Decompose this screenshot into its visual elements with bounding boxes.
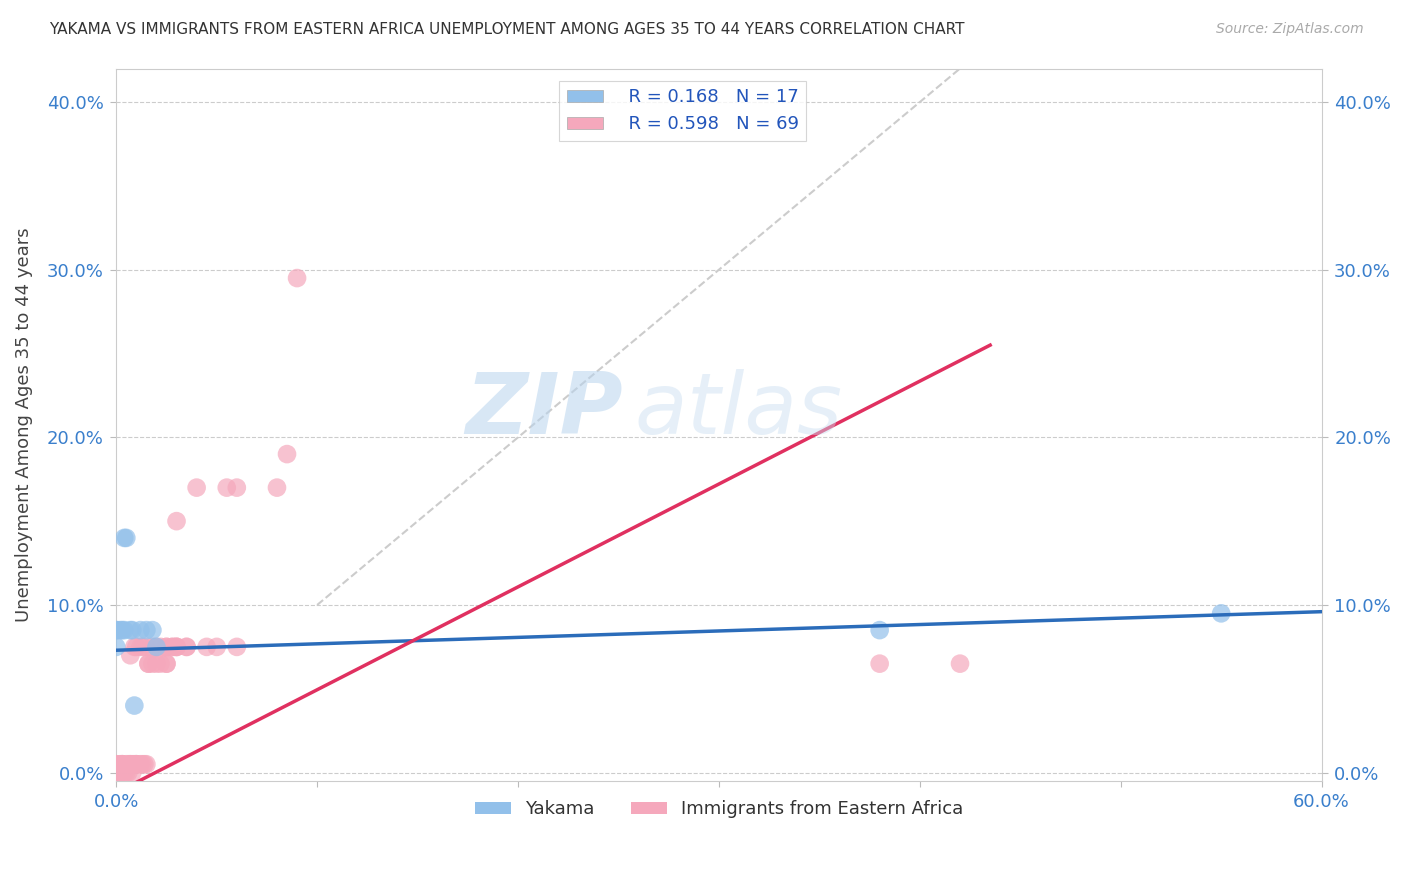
Point: [110, 765, 132, 780]
Point: [141, 640, 163, 654]
Text: ZIP: ZIP: [465, 369, 623, 452]
Point: [176, 640, 198, 654]
Point: [155, 640, 177, 654]
Point: [176, 640, 198, 654]
Point: [205, 640, 228, 654]
Point: [949, 657, 972, 671]
Point: [121, 765, 143, 780]
Point: [124, 640, 146, 654]
Point: [125, 757, 148, 772]
Point: [112, 623, 135, 637]
Point: [131, 640, 153, 654]
Point: [162, 640, 184, 654]
Point: [276, 447, 298, 461]
Point: [120, 623, 142, 637]
Point: [107, 765, 129, 780]
Point: [138, 657, 160, 671]
Point: [115, 765, 138, 780]
Point: [285, 271, 308, 285]
Point: [120, 757, 142, 772]
Point: [117, 757, 139, 772]
Point: [105, 765, 128, 780]
Point: [110, 757, 132, 772]
Point: [105, 765, 128, 780]
Point: [115, 757, 138, 772]
Point: [124, 757, 146, 772]
Point: [215, 481, 238, 495]
Point: [135, 757, 157, 772]
Point: [110, 623, 132, 637]
Point: [225, 481, 247, 495]
Point: [141, 623, 163, 637]
Point: [120, 757, 142, 772]
Point: [121, 757, 143, 772]
Point: [117, 765, 139, 780]
Point: [186, 481, 208, 495]
Point: [105, 623, 128, 637]
Point: [120, 648, 142, 663]
Point: [124, 698, 146, 713]
Point: [135, 623, 157, 637]
Point: [138, 657, 160, 671]
Point: [125, 757, 148, 772]
Point: [225, 640, 247, 654]
Point: [149, 640, 172, 654]
Point: [125, 757, 148, 772]
Point: [195, 640, 218, 654]
Point: [166, 640, 188, 654]
Point: [145, 640, 167, 654]
Point: [141, 657, 163, 671]
Point: [869, 623, 891, 637]
Point: [131, 757, 153, 772]
Point: [112, 531, 135, 545]
Point: [107, 765, 129, 780]
Point: [111, 623, 134, 637]
Point: [145, 657, 167, 671]
Point: [105, 757, 128, 772]
Point: [105, 623, 128, 637]
Point: [111, 757, 134, 772]
Point: [105, 765, 128, 780]
Point: [105, 765, 128, 780]
Text: YAKAMA VS IMMIGRANTS FROM EASTERN AFRICA UNEMPLOYMENT AMONG AGES 35 TO 44 YEARS : YAKAMA VS IMMIGRANTS FROM EASTERN AFRICA…: [49, 22, 965, 37]
Point: [166, 514, 188, 528]
Point: [869, 657, 891, 671]
Point: [1211, 607, 1233, 621]
Point: [266, 481, 288, 495]
Y-axis label: Unemployment Among Ages 35 to 44 years: Unemployment Among Ages 35 to 44 years: [15, 227, 32, 622]
Point: [155, 640, 177, 654]
Point: [105, 765, 128, 780]
Point: [145, 640, 167, 654]
Point: [129, 640, 152, 654]
Point: [162, 640, 184, 654]
Point: [121, 623, 143, 637]
Point: [134, 757, 156, 772]
Point: [105, 765, 128, 780]
Point: [166, 640, 188, 654]
Point: [111, 757, 134, 772]
Point: [105, 757, 128, 772]
Point: [105, 640, 128, 654]
Text: atlas: atlas: [634, 369, 842, 452]
Legend: Yakama, Immigrants from Eastern Africa: Yakama, Immigrants from Eastern Africa: [467, 793, 970, 825]
Point: [155, 657, 177, 671]
Point: [135, 640, 157, 654]
Point: [129, 757, 152, 772]
Text: Source: ZipAtlas.com: Source: ZipAtlas.com: [1216, 22, 1364, 37]
Point: [129, 623, 152, 637]
Point: [155, 657, 177, 671]
Point: [149, 657, 172, 671]
Point: [112, 765, 135, 780]
Point: [115, 531, 138, 545]
Point: [125, 640, 148, 654]
Point: [166, 640, 188, 654]
Point: [111, 757, 134, 772]
